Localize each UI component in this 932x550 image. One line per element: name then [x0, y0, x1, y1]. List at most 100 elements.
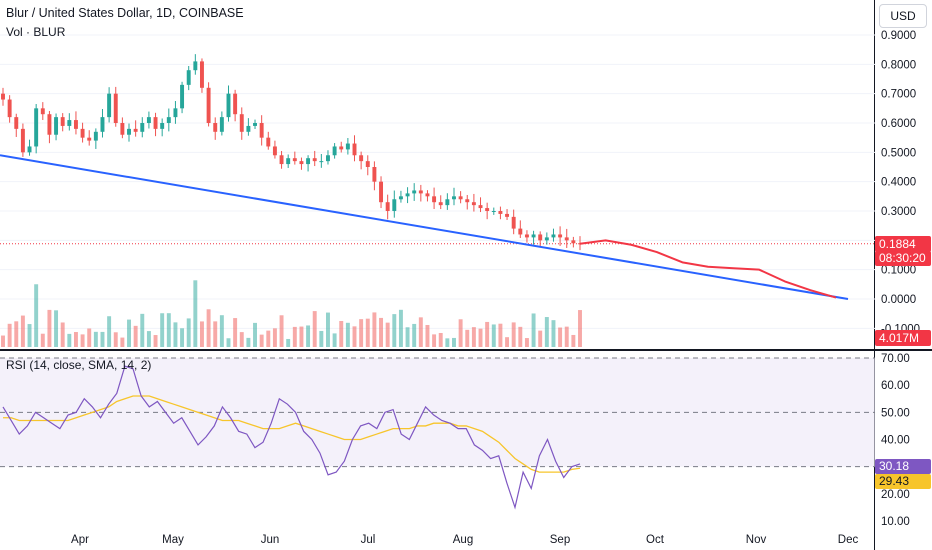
rsi-ma-tag: 29.43 [875, 474, 931, 489]
projection-curve [579, 239, 837, 299]
candle-body [299, 161, 304, 165]
volume-bar [73, 332, 78, 347]
volume-bar [160, 313, 165, 347]
price-tick-label: 0.1000 [881, 265, 916, 277]
candle-body [266, 137, 271, 147]
volume-bar [286, 338, 291, 347]
candle-body [54, 117, 59, 135]
candle-body [471, 202, 476, 206]
symbol-title[interactable]: Blur / United States Dollar, 1D, COINBAS… [6, 6, 244, 20]
candle-body [352, 143, 357, 156]
candle-body [339, 146, 344, 150]
candle-body [379, 181, 384, 203]
time-axis[interactable]: Apr May Jun Jul Aug Sep Oct Nov Dec [0, 528, 932, 550]
volume-bar [180, 328, 185, 347]
volume-bar [398, 309, 403, 347]
candle-body [385, 202, 390, 211]
volume-legend[interactable]: Vol · BLUR [6, 25, 66, 39]
volume-bar [299, 326, 304, 347]
candle-body [67, 120, 72, 126]
volume-bar [524, 338, 529, 347]
currency-button[interactable]: USD [879, 4, 927, 28]
volume-bar [412, 323, 417, 347]
volume-bar [153, 335, 158, 347]
candle-body [199, 61, 204, 88]
candle-body [332, 146, 337, 156]
volume-bar [452, 337, 456, 347]
candle-body [133, 128, 138, 132]
candle-body [272, 146, 277, 156]
price-tick-label: 0.6000 [881, 118, 916, 130]
volume-bar [379, 317, 384, 347]
volume-bar [120, 337, 125, 347]
volume-bar [279, 315, 284, 347]
rsi-tick-label: 40.00 [881, 435, 910, 447]
volume-bar [246, 337, 251, 347]
volume-bar [199, 321, 204, 347]
volume-bar [87, 328, 92, 347]
price-axis-separator [874, 0, 875, 550]
price-tick-label: 0.5000 [881, 147, 916, 159]
candle-body [127, 128, 131, 135]
volume-bar [345, 322, 350, 347]
candle-body [27, 146, 32, 153]
candle-body [326, 155, 330, 162]
candle-body [146, 117, 151, 123]
candle-body [14, 117, 19, 129]
candle-body [60, 117, 65, 126]
pane-divider[interactable] [0, 349, 932, 351]
candle-body [100, 117, 105, 132]
volume-bar [359, 319, 364, 347]
candle-body [458, 196, 463, 200]
volume-bar [40, 333, 45, 347]
candle-body [173, 108, 178, 118]
volume-bar [47, 309, 52, 347]
volume-bar [206, 309, 211, 347]
price-pane[interactable]: 0.9000 0.8000 0.7000 0.6000 0.5000 0.4000 0.30… [0, 0, 932, 350]
candle-body [166, 117, 171, 123]
volume-bar [133, 325, 138, 347]
volume-bar [166, 313, 171, 347]
candle-body [206, 87, 211, 123]
volume-bar [505, 337, 510, 347]
candle-body [405, 193, 410, 197]
candle-body [186, 70, 191, 85]
candle-body [80, 128, 85, 138]
volume-bar [445, 338, 450, 347]
candle-body [558, 234, 563, 238]
rsi-tick-label: 60.00 [881, 380, 910, 392]
volume-bar [339, 320, 344, 347]
volume-bar [438, 332, 443, 347]
rsi-legend[interactable]: RSI (14, close, SMA, 14, 2) [6, 358, 152, 372]
volume-bar [127, 319, 131, 347]
volume-bar [511, 322, 516, 347]
volume-bar [485, 321, 490, 347]
time-tick-label: Jun [261, 534, 280, 546]
volume-bar [405, 327, 410, 347]
time-tick-label: Oct [646, 534, 665, 546]
volume-bar [213, 321, 218, 347]
volume-bar [100, 331, 105, 347]
candle-body [47, 114, 52, 135]
candle-body [531, 234, 536, 238]
volume-bar [571, 334, 576, 347]
candle-body [20, 128, 25, 153]
candle-body [312, 158, 317, 162]
volume-bar [146, 331, 151, 347]
volume-bar [107, 316, 112, 347]
rsi-tick-label: 10.00 [881, 516, 910, 528]
candle-body [306, 158, 311, 165]
volume-bar [478, 328, 483, 347]
volume-bar [93, 331, 98, 347]
time-tick-label: Apr [71, 534, 89, 546]
volume-bar [491, 324, 496, 347]
candle-body [345, 143, 350, 150]
volume-bar [272, 328, 277, 347]
candle-body [365, 161, 370, 167]
volume-bar [80, 334, 85, 347]
volume-bar [326, 312, 330, 347]
price-tick-label: 0.3000 [881, 206, 916, 218]
volume-bar [558, 327, 563, 347]
volume-bar [20, 315, 25, 347]
